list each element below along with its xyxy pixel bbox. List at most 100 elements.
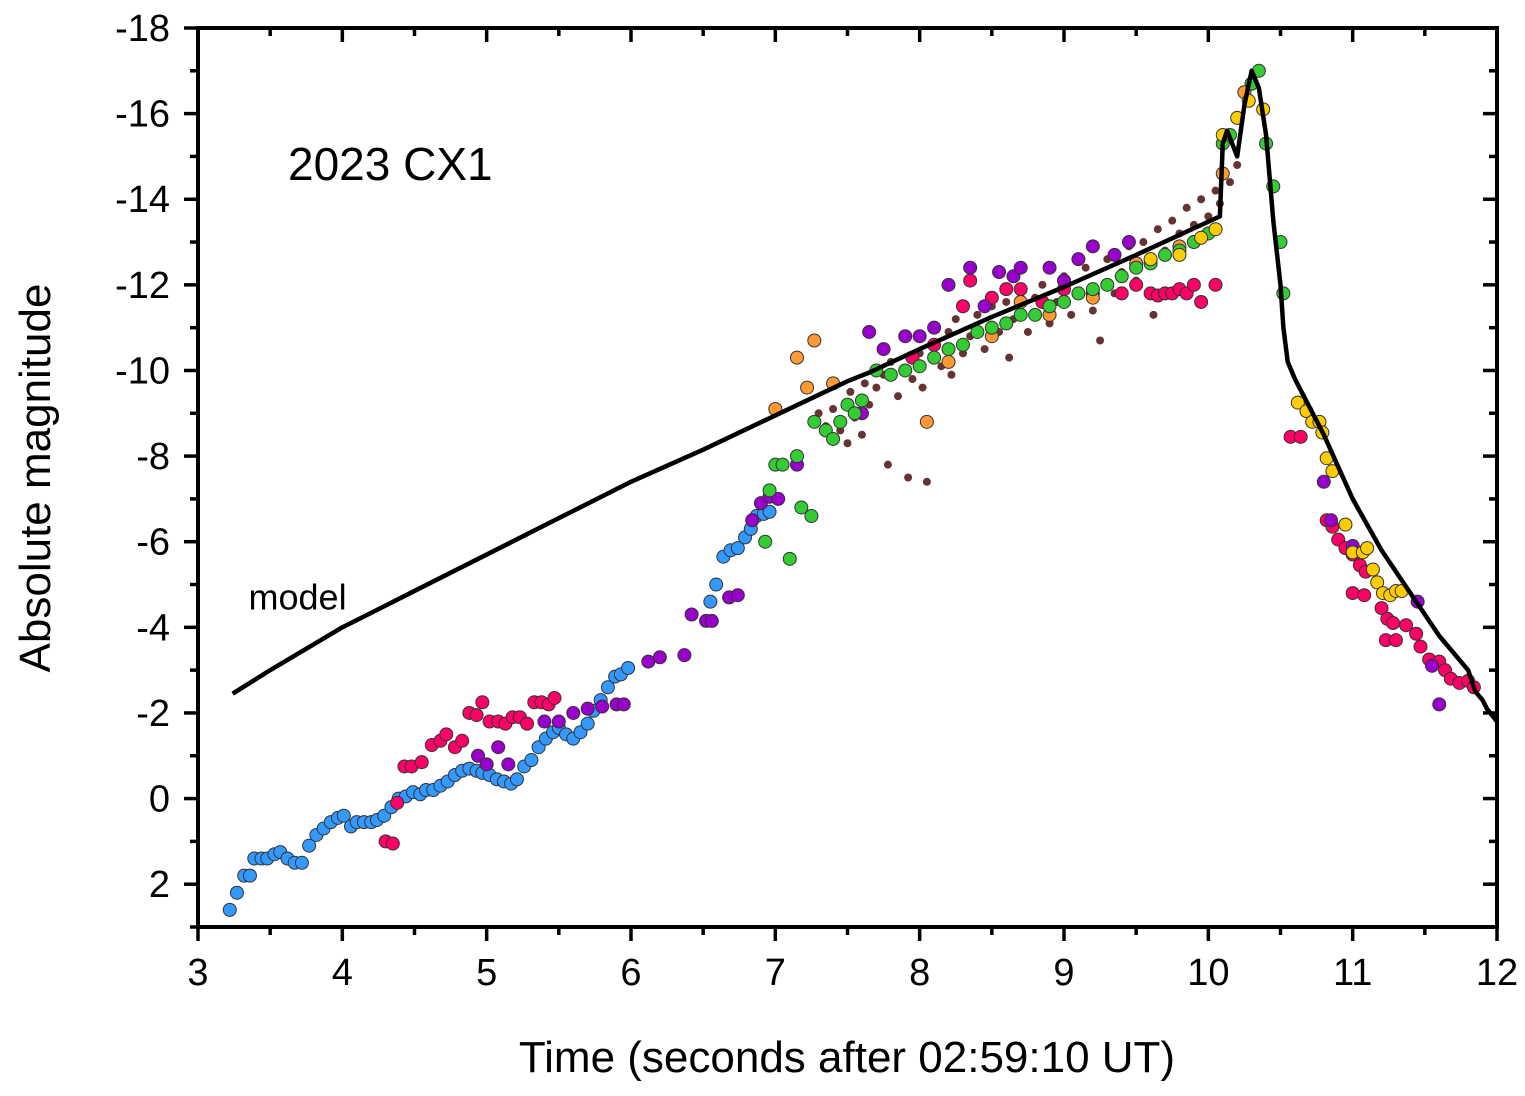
data-point-green [847,406,862,421]
data-point-purple [927,320,942,335]
data-point-brown [1197,195,1206,204]
data-point-brown [1168,216,1177,225]
x-tick-label: 3 [187,952,208,994]
data-point-brown [1153,225,1162,234]
data-point-brown [1038,280,1047,289]
data-point-brown [1233,160,1242,169]
model-annotation: model [249,576,347,617]
data-point-green [794,500,809,515]
data-point-purple [898,329,913,344]
data-point-purple [580,701,595,716]
data-point-green [927,350,942,365]
axis-ticks: 3 4 5 6 7 8 9 10 11 12 -18 -16 -14 -12 -10 -8 -6 -4 -2 0 2 [115,8,1518,994]
data-point-brown [857,430,866,439]
data-point-purple [977,299,992,314]
data-point-purple [862,324,877,339]
data-point-magenta [455,733,470,748]
data-point-brown [1096,336,1105,345]
data-point-purple [501,757,516,772]
data-point-green [804,509,819,524]
y-tick-label: 0 [149,779,170,821]
data-point-green [1100,277,1115,292]
data-point-magenta [1129,277,1144,292]
y-tick-label: 2 [149,864,170,906]
data-point-magenta [520,716,535,731]
data-point-magenta [439,727,454,742]
data-point-purple [551,714,566,729]
data-point-green [941,342,956,357]
data-point-magenta [1114,286,1129,301]
data-point-purple [771,491,786,506]
x-tick-label: 6 [620,952,641,994]
model-line [231,68,1499,723]
x-tick-label: 8 [909,952,930,994]
y-tick-label: -14 [115,179,170,221]
data-point-yellow [1172,247,1187,262]
data-point-purple [730,588,745,603]
data-point-magenta [390,795,405,810]
data-point-green [898,363,913,378]
data-point-brown [980,345,989,354]
data-point-green [1057,294,1071,309]
y-tick-label: -16 [115,94,170,136]
data-point-green [1028,307,1043,322]
y-tick-label: -6 [136,522,170,564]
chart-title: 2023 CX1 [288,138,493,190]
x-tick-label: 7 [765,952,786,994]
data-point-brown [1149,310,1158,319]
data-point-magenta [1374,601,1389,616]
data-point-purple [1121,235,1136,250]
data-point-blue [703,594,718,609]
series-brown [814,160,1242,486]
data-point-orange [941,354,956,369]
data-point-purple [876,342,891,357]
y-tick-label: -12 [115,265,170,307]
data-point-brown [1225,178,1234,187]
data-point-magenta [1357,588,1372,603]
y-tick-label: -18 [115,8,170,50]
data-point-brown [894,392,903,401]
data-point-brown [1211,186,1220,195]
series-blue [222,504,777,917]
data-point-magenta [1208,277,1223,292]
data-point-yellow [1338,517,1353,532]
data-point-purple [1107,247,1122,262]
data-point-blue [762,504,777,519]
data-point-green [782,551,797,566]
data-point-green [1042,299,1057,314]
x-tick-label: 9 [1053,952,1074,994]
data-point-yellow [1360,541,1375,556]
data-point-blue [294,855,309,870]
data-point-magenta [1386,616,1401,631]
data-point-purple [595,699,610,714]
data-point-green [999,316,1014,331]
data-point-brown [947,370,956,379]
data-point-magenta [1186,277,1201,292]
data-point-green [833,414,848,429]
data-point-magenta [1293,429,1308,444]
data-point-orange [789,350,804,365]
data-point-green [854,393,869,408]
data-point-blue [524,753,539,768]
y-tick-label: -4 [136,607,170,649]
data-point-brown [908,375,917,384]
data-point-brown [883,460,892,469]
data-point-purple [1013,260,1028,275]
y-tick-label: -2 [136,693,170,735]
data-point-blue [730,541,745,556]
data-point-magenta [1399,618,1414,633]
data-point-green [1114,269,1129,284]
data-point-brown [973,310,982,319]
data-point-green [775,457,790,472]
data-point-green [807,414,822,429]
data-point-blue [509,772,524,787]
data-point-blue [222,902,237,917]
data-point-purple [941,277,956,292]
x-tick-label: 12 [1476,952,1518,994]
data-point-blue [242,868,257,883]
data-point-brown [951,315,960,324]
data-point-magenta [1345,586,1360,601]
data-point-purple [652,650,667,665]
data-point-blue [229,885,244,900]
